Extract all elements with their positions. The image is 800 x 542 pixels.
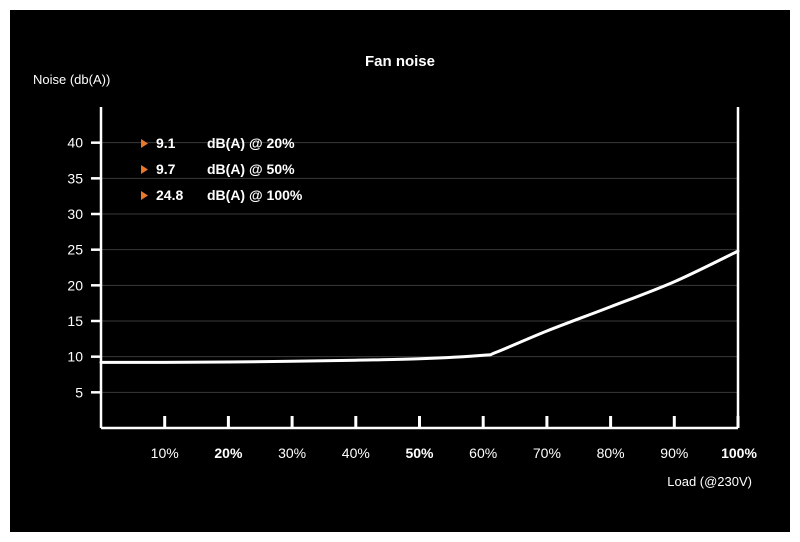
annotation-value: 9.1 xyxy=(156,135,176,151)
x-tick-label: 40% xyxy=(342,445,370,461)
annotation-value: 9.7 xyxy=(156,161,176,177)
y-tick-label: 10 xyxy=(67,349,83,365)
annotation-text: dB(A) @ 100% xyxy=(207,187,303,203)
x-tick-label: 70% xyxy=(533,445,561,461)
y-tick-label: 30 xyxy=(67,206,83,222)
x-tick-label: 30% xyxy=(278,445,306,461)
x-tick-label: 20% xyxy=(214,445,243,461)
x-tick-label: 100% xyxy=(721,445,757,461)
annotation-text: dB(A) @ 20% xyxy=(207,135,295,151)
y-tick-label: 20 xyxy=(67,277,83,293)
x-tick-label: 80% xyxy=(597,445,625,461)
x-tick-label: 10% xyxy=(151,445,179,461)
y-tick-label: 35 xyxy=(67,170,83,186)
x-tick-label: 50% xyxy=(405,445,434,461)
series xyxy=(99,249,740,364)
y-tick-label: 40 xyxy=(67,135,83,151)
x-tick-label: 90% xyxy=(660,445,688,461)
y-tick-label: 25 xyxy=(67,242,83,258)
chart-title: Fan noise xyxy=(365,53,435,70)
y-axis-label: Noise (db(A)) xyxy=(33,72,110,87)
noise-series-line xyxy=(99,249,740,364)
x-tick-label: 60% xyxy=(469,445,497,461)
y-tick-label: 15 xyxy=(67,313,83,329)
annotation-marker-icon xyxy=(141,165,148,174)
axes xyxy=(99,107,740,430)
y-tick-label: 5 xyxy=(75,384,83,400)
x-axis-label: Load (@230V) xyxy=(667,474,752,489)
annotation-value: 24.8 xyxy=(156,187,183,203)
grid-lines xyxy=(101,142,738,393)
annotation-marker-icon xyxy=(141,191,148,200)
annotations: 9.1 dB(A) @ 20% 9.7 dB(A) @ 50% 24.8 dB(A) @ … xyxy=(141,135,303,203)
chart-frame xyxy=(10,10,790,532)
annotation-text: dB(A) @ 50% xyxy=(207,161,295,177)
ticks: 5 10 15 20 25 30 35 40 10% 20% 30% 40% 50% 60% 70% 80% 9… xyxy=(67,135,757,461)
annotation-marker-icon xyxy=(141,139,148,148)
